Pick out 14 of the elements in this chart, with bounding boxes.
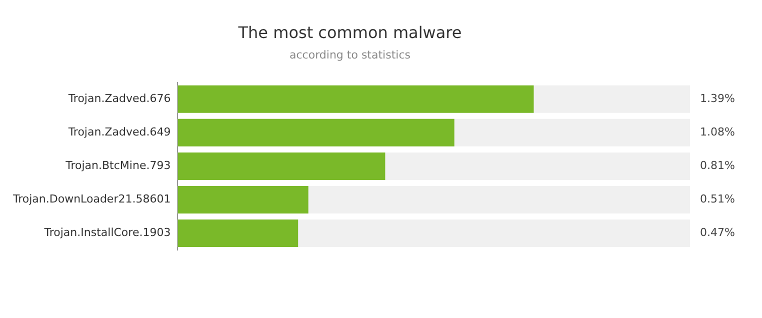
y-tick-label: Trojan.InstallCore.1903 <box>43 226 171 240</box>
y-tick-label: Trojan.Zadved.676 <box>67 92 171 106</box>
y-tick-label: Trojan.BtcMine.793 <box>64 159 171 172</box>
bar <box>178 186 308 214</box>
data-label: 0.47% <box>700 226 735 240</box>
data-label: 0.81% <box>700 159 735 172</box>
chart-title: The most common malware <box>237 22 462 42</box>
y-tick-label: Trojan.Zadved.649 <box>67 126 171 139</box>
bar <box>178 219 298 247</box>
data-label: 1.08% <box>700 126 735 139</box>
data-label: 1.39% <box>700 92 735 106</box>
chart-subtitle: according to statistics <box>290 48 411 62</box>
y-tick-label: Trojan.DownLoader21.58601 <box>12 192 171 206</box>
data-label: 0.51% <box>700 192 735 206</box>
